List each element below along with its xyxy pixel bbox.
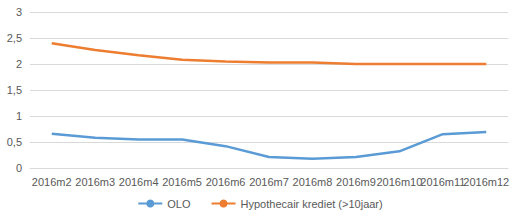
svg-text:2016m3: 2016m3 [75,176,115,188]
svg-text:1,5: 1,5 [7,84,22,96]
svg-text:OLO: OLO [167,198,191,210]
svg-text:2016m5: 2016m5 [162,176,202,188]
svg-text:3: 3 [16,6,22,18]
svg-text:2016m8: 2016m8 [293,176,333,188]
svg-text:2016m6: 2016m6 [206,176,246,188]
svg-text:2: 2 [16,58,22,70]
svg-text:2016m10: 2016m10 [376,176,422,188]
svg-text:Hypothecair krediet (>10jaar): Hypothecair krediet (>10jaar) [241,198,383,210]
svg-text:2016m4: 2016m4 [119,176,159,188]
svg-text:2016m9: 2016m9 [336,176,376,188]
svg-text:1: 1 [16,110,22,122]
svg-text:0: 0 [16,162,22,174]
svg-text:2016m12: 2016m12 [463,176,509,188]
svg-text:2016m7: 2016m7 [249,176,289,188]
svg-text:2016m2: 2016m2 [32,176,72,188]
svg-text:2016m11: 2016m11 [420,176,465,188]
svg-text:0,5: 0,5 [7,136,22,148]
svg-text:2,5: 2,5 [7,32,22,44]
